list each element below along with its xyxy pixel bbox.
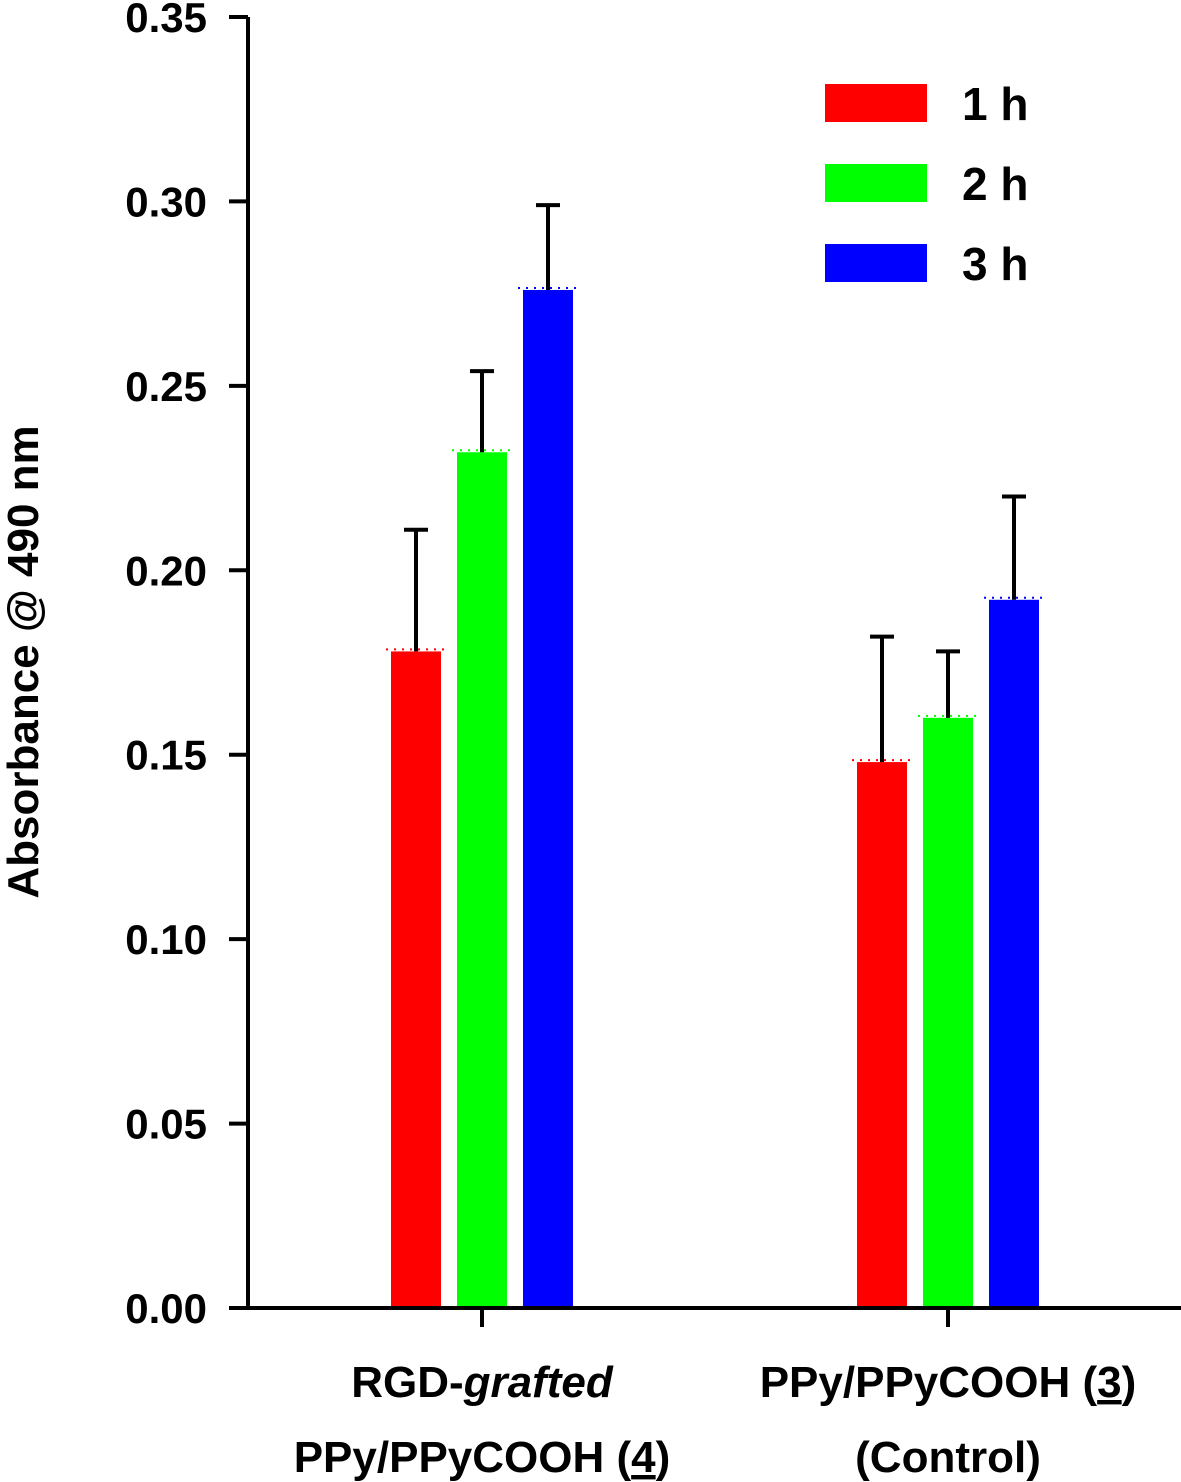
y-ticks-layer: 0.00 0.05 0.10 0.15 0.20 0.25 0.30 0.35 [125, 0, 248, 1332]
x-category-label: RGD-grafted [351, 1358, 614, 1407]
x-category-label: PPy/PPyCOOH (4) [294, 1433, 671, 1482]
legend-swatch [825, 244, 927, 282]
error-bars-layer [404, 203, 1026, 763]
x-category-label-part: RGD- [351, 1358, 463, 1407]
legend-label: 3 h [962, 238, 1028, 290]
y-tick-label: 0.10 [125, 916, 207, 963]
x-category-label: (Control) [855, 1433, 1041, 1482]
bar [391, 651, 441, 1308]
y-tick-label: 0.25 [125, 363, 207, 410]
y-tick-label: 0.05 [125, 1101, 207, 1148]
x-category-label-part: ) [1122, 1358, 1137, 1407]
x-category-label: PPy/PPyCOOH (3) [760, 1358, 1137, 1407]
y-tick-label: 0.15 [125, 732, 207, 779]
x-category-label-part: PPy/PPyCOOH ( [760, 1358, 1098, 1407]
axes-layer [246, 17, 1181, 1310]
legend-swatch [825, 164, 927, 202]
legend: 1 h 2 h 3 h [825, 78, 1028, 290]
legend-label: 1 h [962, 78, 1028, 130]
y-tick-label: 0.30 [125, 178, 207, 225]
bar [989, 599, 1039, 1308]
x-category-label-part: ) [656, 1433, 671, 1482]
y-axis-label: Absorbance @ 490 nm [0, 425, 48, 898]
legend-swatch [825, 84, 927, 122]
bar [857, 762, 907, 1308]
x-category-label-part: grafted [463, 1358, 614, 1407]
bar [523, 289, 573, 1308]
bar [457, 452, 507, 1308]
y-tick-label: 0.35 [125, 0, 207, 41]
x-category-label-part: PPy/PPyCOOH ( [294, 1433, 632, 1482]
x-category-label-part: 3 [1097, 1358, 1121, 1407]
bars-layer [386, 286, 1044, 1308]
y-tick-label: 0.00 [125, 1285, 207, 1332]
y-tick-label: 0.20 [125, 547, 207, 594]
bar [923, 717, 973, 1308]
x-category-label-part: (Control) [855, 1433, 1041, 1482]
x-category-label-part: 4 [631, 1433, 656, 1482]
legend-label: 2 h [962, 158, 1028, 210]
